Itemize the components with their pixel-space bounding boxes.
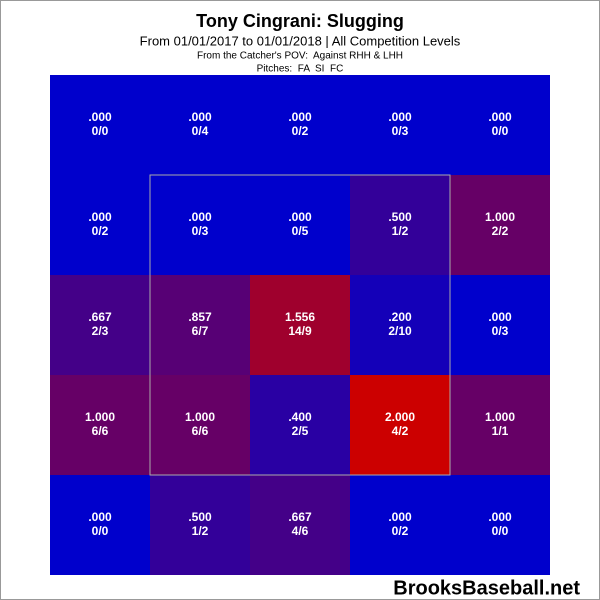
count-label: 0/2	[392, 524, 409, 538]
value-label: .000	[488, 510, 512, 524]
value-label: .000	[88, 110, 112, 124]
count-label: 0/4	[192, 124, 209, 138]
count-label: 6/6	[192, 424, 209, 438]
cell	[150, 175, 250, 275]
count-label: 2/10	[388, 324, 412, 338]
cell	[450, 175, 550, 275]
value-label: .000	[288, 210, 312, 224]
count-label: 1/2	[392, 224, 409, 238]
cell	[50, 275, 150, 375]
cell	[250, 475, 350, 575]
count-label: 6/7	[192, 324, 209, 338]
value-label: 2.000	[385, 410, 415, 424]
value-label: .667	[288, 510, 312, 524]
value-label: 1.000	[485, 410, 515, 424]
note: From the Catcher's POV: Against RHH & LH…	[197, 51, 403, 62]
cell	[350, 175, 450, 275]
cell	[50, 75, 150, 175]
value-label: .200	[388, 310, 412, 324]
cell	[250, 375, 350, 475]
count-label: 14/9	[288, 324, 312, 338]
cell	[450, 75, 550, 175]
note: Pitches: FA SI FC	[257, 64, 344, 75]
value-label: .000	[88, 210, 112, 224]
count-label: 1/2	[192, 524, 209, 538]
count-label: 0/0	[92, 524, 109, 538]
count-label: 6/6	[92, 424, 109, 438]
cell	[50, 375, 150, 475]
value-label: .000	[388, 110, 412, 124]
value-label: 1.000	[485, 210, 515, 224]
value-label: .000	[488, 310, 512, 324]
count-label: 0/0	[492, 524, 509, 538]
count-label: 0/0	[492, 124, 509, 138]
count-label: 0/3	[492, 324, 509, 338]
value-label: .000	[288, 110, 312, 124]
count-label: 0/3	[392, 124, 409, 138]
strike-zone	[149, 174, 451, 476]
value-label: .500	[188, 510, 212, 524]
cell	[250, 175, 350, 275]
cell	[150, 375, 250, 475]
chart-subtitle: From 01/01/2017 to 01/01/2018 | All Comp…	[140, 33, 461, 48]
cell	[50, 475, 150, 575]
count-label: 4/6	[292, 524, 309, 538]
cell	[150, 475, 250, 575]
value-label: 1.556	[285, 310, 315, 324]
cell	[150, 275, 250, 375]
value-label: .667	[88, 310, 112, 324]
count-label: 4/2	[392, 424, 409, 438]
count-label: 0/5	[292, 224, 309, 238]
count-label: 2/2	[492, 224, 509, 238]
count-label: 0/3	[192, 224, 209, 238]
count-label: 0/2	[92, 224, 109, 238]
value-label: .400	[288, 410, 312, 424]
count-label: 2/3	[92, 324, 109, 338]
value-label: .000	[188, 210, 212, 224]
value-label: .000	[188, 110, 212, 124]
cell	[350, 75, 450, 175]
value-label: 1.000	[85, 410, 115, 424]
cell	[150, 75, 250, 175]
cell	[350, 375, 450, 475]
count-label: 2/5	[292, 424, 309, 438]
value-label: .000	[88, 510, 112, 524]
value-label: .000	[488, 110, 512, 124]
cell	[350, 275, 450, 375]
cell	[450, 275, 550, 375]
cell	[50, 175, 150, 275]
cell	[450, 475, 550, 575]
value-label: .500	[388, 210, 412, 224]
value-label: .000	[388, 510, 412, 524]
cell	[250, 75, 350, 175]
cell	[250, 275, 350, 375]
chart-title: Tony Cingrani: Slugging	[196, 11, 404, 31]
cell	[350, 475, 450, 575]
count-label: 0/0	[92, 124, 109, 138]
value-label: .857	[188, 310, 212, 324]
count-label: 0/2	[292, 124, 309, 138]
cell	[450, 375, 550, 475]
count-label: 1/1	[492, 424, 509, 438]
value-label: 1.000	[185, 410, 215, 424]
watermark: BrooksBaseball.net	[393, 577, 580, 599]
